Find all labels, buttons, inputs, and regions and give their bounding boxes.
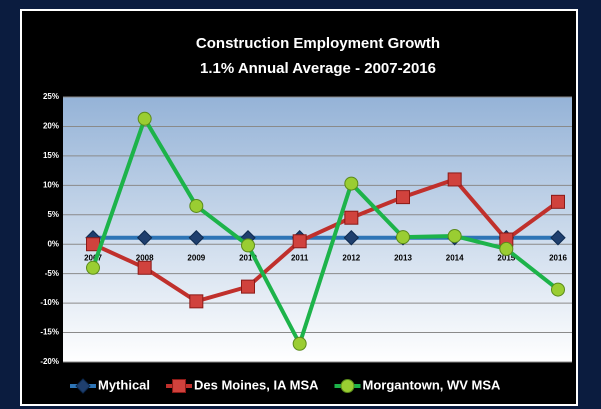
marker: [241, 238, 255, 253]
marker: [499, 241, 514, 256]
marker: [241, 279, 255, 294]
series-line: [92, 177, 560, 304]
marker: [344, 210, 359, 225]
y-tick-label: -20%: [40, 357, 59, 366]
y-tick-label: 20%: [43, 122, 59, 131]
legend-label: Mythical: [98, 377, 150, 392]
chart-subtitle: 1.1% Annual Average - 2007-2016: [200, 60, 436, 77]
x-tick-label: 2008: [136, 253, 154, 262]
y-tick-label: 5%: [47, 210, 59, 219]
y-tick-label: -5%: [45, 269, 59, 278]
marker: [551, 194, 565, 209]
y-tick-label: 10%: [43, 180, 59, 189]
marker: [447, 172, 462, 187]
marker: [550, 230, 566, 246]
x-tick-label: 2011: [291, 253, 309, 262]
x-tick-label: 2010: [239, 253, 257, 262]
marker: [137, 111, 152, 126]
marker: [396, 190, 410, 205]
x-tick-label: 2009: [187, 253, 205, 262]
x-tick-label: 2014: [446, 253, 464, 262]
y-tick-label: -15%: [40, 328, 59, 337]
marker: [172, 379, 187, 393]
marker: [188, 230, 205, 246]
marker: [551, 282, 565, 297]
marker: [75, 378, 91, 394]
y-tick-label: -10%: [40, 298, 59, 307]
x-tick-label: 2015: [497, 253, 515, 262]
series-line: [91, 116, 560, 346]
marker: [343, 230, 360, 246]
marker: [292, 336, 307, 351]
marker: [86, 260, 100, 275]
marker: [137, 260, 152, 275]
marker: [447, 228, 462, 243]
legend-label: Des Moines, IA MSA: [194, 377, 319, 392]
x-tick-label: 2012: [342, 253, 360, 262]
legend-label: Morgantown, WV MSA: [363, 377, 502, 392]
chart-title: Construction Employment Growth: [196, 35, 440, 52]
y-tick-label: 0%: [47, 239, 59, 248]
marker: [189, 198, 204, 213]
marker: [136, 230, 153, 246]
marker: [344, 176, 359, 191]
y-tick-label: 15%: [43, 151, 59, 160]
x-tick-label: 2007: [84, 253, 102, 262]
marker: [292, 234, 307, 249]
marker: [340, 379, 355, 393]
marker: [189, 294, 204, 309]
marker: [396, 230, 410, 245]
plot-area: [63, 97, 572, 362]
x-tick-label: 2013: [394, 253, 412, 262]
x-tick-label: 2016: [549, 253, 567, 262]
y-tick-label: 25%: [43, 92, 59, 101]
